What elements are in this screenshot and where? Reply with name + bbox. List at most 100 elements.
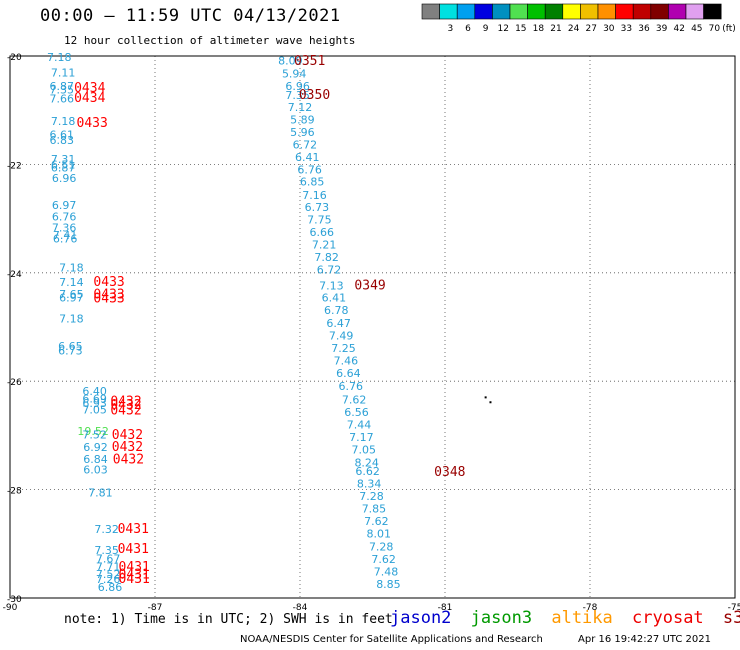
color-legend-label: 30: [603, 24, 615, 34]
swh-value-label: 7.36: [52, 221, 77, 234]
swh-value-label: 7.75: [307, 214, 332, 227]
color-legend-label: 3: [448, 24, 454, 34]
swh-value-label: 6.92: [83, 441, 108, 454]
y-tick-label: -30: [7, 595, 22, 605]
swh-value-label: 7.05: [82, 403, 107, 416]
time-label: 0432: [112, 440, 143, 455]
swh-value-label: 5.94: [282, 67, 307, 80]
x-tick-label: -75: [728, 603, 740, 613]
color-legend-label: 12: [497, 24, 508, 34]
time-label: 0348: [434, 465, 465, 480]
footer-note: note: 1) Time is in UTC; 2) SWH is in fe…: [64, 612, 393, 627]
swh-value-label: 7.81: [88, 486, 113, 499]
swh-value-label: 7.18: [59, 312, 84, 325]
swh-value-label: 7.26: [96, 573, 121, 586]
swh-value-label: 6.66: [310, 226, 335, 239]
swh-value-label: 6.93: [82, 397, 107, 410]
time-label: 0432: [112, 428, 143, 443]
plot-frame: [9, 55, 736, 599]
swh-value-label: 6.73: [58, 344, 83, 357]
swh-value-label: 7.65: [59, 288, 84, 301]
swh-value-label: 6.72: [317, 264, 342, 277]
swh-value-label: 6.41: [322, 292, 347, 305]
time-label: 0431: [119, 572, 150, 587]
swh-value-label: 6.69: [82, 393, 107, 406]
mission-altika: altika: [551, 608, 613, 628]
time-label: 0431: [118, 542, 149, 557]
swh-value-label: 6.84: [83, 453, 108, 466]
swh-value-label: 7.14: [59, 276, 84, 289]
y-tick-label: -20: [7, 53, 22, 63]
time-label: 0432: [110, 403, 141, 418]
swh-value-label: 7.49: [329, 330, 354, 343]
color-legend-unit: (ft): [722, 24, 736, 34]
swh-value-label: 7.11: [51, 66, 76, 79]
swh-value-label: 7.17: [349, 431, 374, 444]
color-legend-label: 9: [483, 24, 489, 34]
color-legend-label: 39: [656, 24, 668, 34]
swh-value-label: 6.97: [59, 292, 84, 305]
coastline-dot: [484, 396, 487, 399]
time-label: 0431: [119, 568, 150, 583]
credit-text: NOAA/NESDIS Center for Satellite Applica…: [240, 634, 543, 645]
time-label: 0432: [110, 398, 141, 413]
swh-value-label: 5.89: [290, 113, 315, 126]
swh-value-label: 6.76: [339, 380, 364, 393]
swh-value-label: 7.13: [319, 279, 344, 292]
swh-value-label: 6.76: [53, 233, 78, 246]
color-legend-label: 36: [638, 24, 650, 34]
mission-legend: jason2 jason3 altika cryosat s3a: [390, 608, 740, 628]
swh-value-label: 7.32: [94, 523, 119, 536]
swh-value-label: 7.12: [288, 101, 313, 114]
swh-value-label: 7.67: [96, 552, 121, 565]
swh-value-label: 8.85: [376, 578, 401, 591]
mission-jason3: jason3: [470, 608, 533, 628]
swh-value-label: 7.62: [364, 515, 389, 528]
time-label: 0349: [354, 279, 385, 294]
swh-value-label: 7.62: [371, 553, 396, 566]
swh-value-label: 6.41: [295, 151, 320, 164]
color-legend-label: 18: [533, 24, 545, 34]
swh-value-label: 7.31: [51, 153, 76, 166]
x-tick-label: -78: [583, 603, 598, 613]
time-label: 0433: [93, 287, 124, 302]
color-legend-label: 15: [515, 24, 526, 34]
x-tick-label: -84: [293, 603, 308, 613]
time-label: 0433: [77, 116, 108, 131]
mission-cryosat: cryosat: [632, 608, 704, 628]
swh-value-label: 6.73: [305, 201, 330, 214]
color-legend-label: 33: [621, 24, 632, 34]
swh-value-label: 7.85: [362, 503, 387, 516]
swh-value-label: 6.96: [52, 172, 77, 185]
swh-value-label: 6.40: [82, 385, 107, 398]
swh-value-label: 6.97: [52, 199, 77, 212]
swh-value-label: 6.62: [355, 465, 380, 478]
swh-value-label: 7.21: [312, 239, 337, 252]
swh-value-label: 19.52: [77, 425, 109, 438]
swh-value-label: 7.05: [352, 443, 377, 456]
swh-value-label: 7.18: [59, 261, 84, 274]
swh-value-label: 6.83: [49, 134, 74, 147]
time-label: 0432: [113, 453, 144, 468]
mission-jason2: jason2: [390, 608, 452, 628]
swh-value-label: 6.86: [98, 581, 123, 594]
swh-value-label: 8.34: [357, 478, 382, 491]
swh-value-label: 6.03: [83, 464, 108, 477]
swh-value-label: 8.09: [278, 54, 303, 67]
swh-value-label: 6.87: [51, 162, 76, 175]
x-tick-label: -90: [3, 603, 18, 613]
swh-value-label: 6.78: [324, 304, 349, 317]
time-label: 0433: [93, 275, 124, 290]
swh-value-label: 7.18: [51, 115, 76, 128]
time-label: 0431: [118, 522, 149, 537]
x-tick-label: -81: [438, 603, 453, 613]
swh-value-label: 5.96: [290, 126, 315, 139]
swh-value-label: 6.85: [300, 176, 325, 189]
swh-value-label: 6.65: [58, 340, 83, 353]
y-tick-label: -22: [7, 161, 22, 171]
swh-value-label: 7.16: [302, 189, 327, 202]
time-label: 0431: [119, 560, 150, 575]
color-legend-label: 21: [550, 24, 561, 34]
swh-value-label: 7.52: [96, 568, 121, 581]
